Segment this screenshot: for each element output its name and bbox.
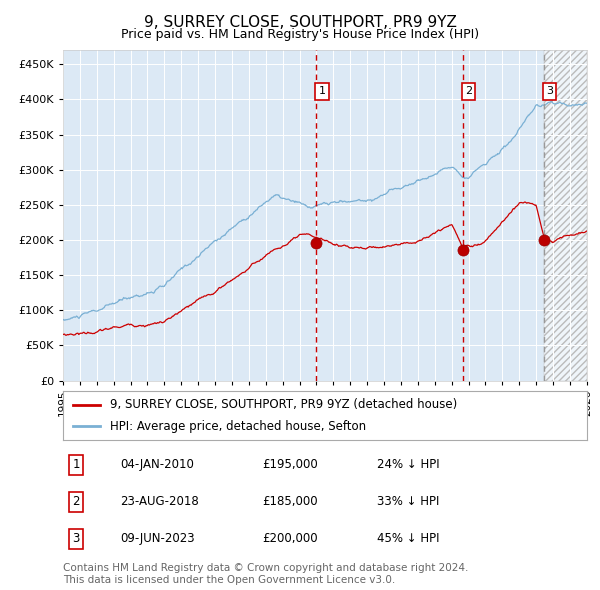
Text: Price paid vs. HM Land Registry's House Price Index (HPI): Price paid vs. HM Land Registry's House … [121, 28, 479, 41]
Text: 09-JUN-2023: 09-JUN-2023 [121, 532, 195, 545]
Text: 2: 2 [73, 495, 80, 509]
Text: 1: 1 [73, 458, 80, 471]
Text: 9, SURREY CLOSE, SOUTHPORT, PR9 9YZ: 9, SURREY CLOSE, SOUTHPORT, PR9 9YZ [143, 15, 457, 30]
Text: 45% ↓ HPI: 45% ↓ HPI [377, 532, 440, 545]
Text: 3: 3 [73, 532, 80, 545]
Text: 04-JAN-2010: 04-JAN-2010 [121, 458, 194, 471]
Bar [544, 50, 587, 381]
Text: Contains HM Land Registry data © Crown copyright and database right 2024.
This d: Contains HM Land Registry data © Crown c… [63, 563, 469, 585]
Text: 23-AUG-2018: 23-AUG-2018 [121, 495, 199, 509]
Text: 24% ↓ HPI: 24% ↓ HPI [377, 458, 440, 471]
Text: £195,000: £195,000 [262, 458, 318, 471]
Text: 33% ↓ HPI: 33% ↓ HPI [377, 495, 440, 509]
Text: £185,000: £185,000 [262, 495, 317, 509]
Text: 2: 2 [464, 87, 472, 96]
Text: 1: 1 [319, 87, 325, 96]
Text: £200,000: £200,000 [262, 532, 317, 545]
Text: 3: 3 [546, 87, 553, 96]
Text: 9, SURREY CLOSE, SOUTHPORT, PR9 9YZ (detached house): 9, SURREY CLOSE, SOUTHPORT, PR9 9YZ (det… [110, 398, 457, 411]
Bar [544, 50, 587, 381]
Text: HPI: Average price, detached house, Sefton: HPI: Average price, detached house, Seft… [110, 419, 366, 432]
